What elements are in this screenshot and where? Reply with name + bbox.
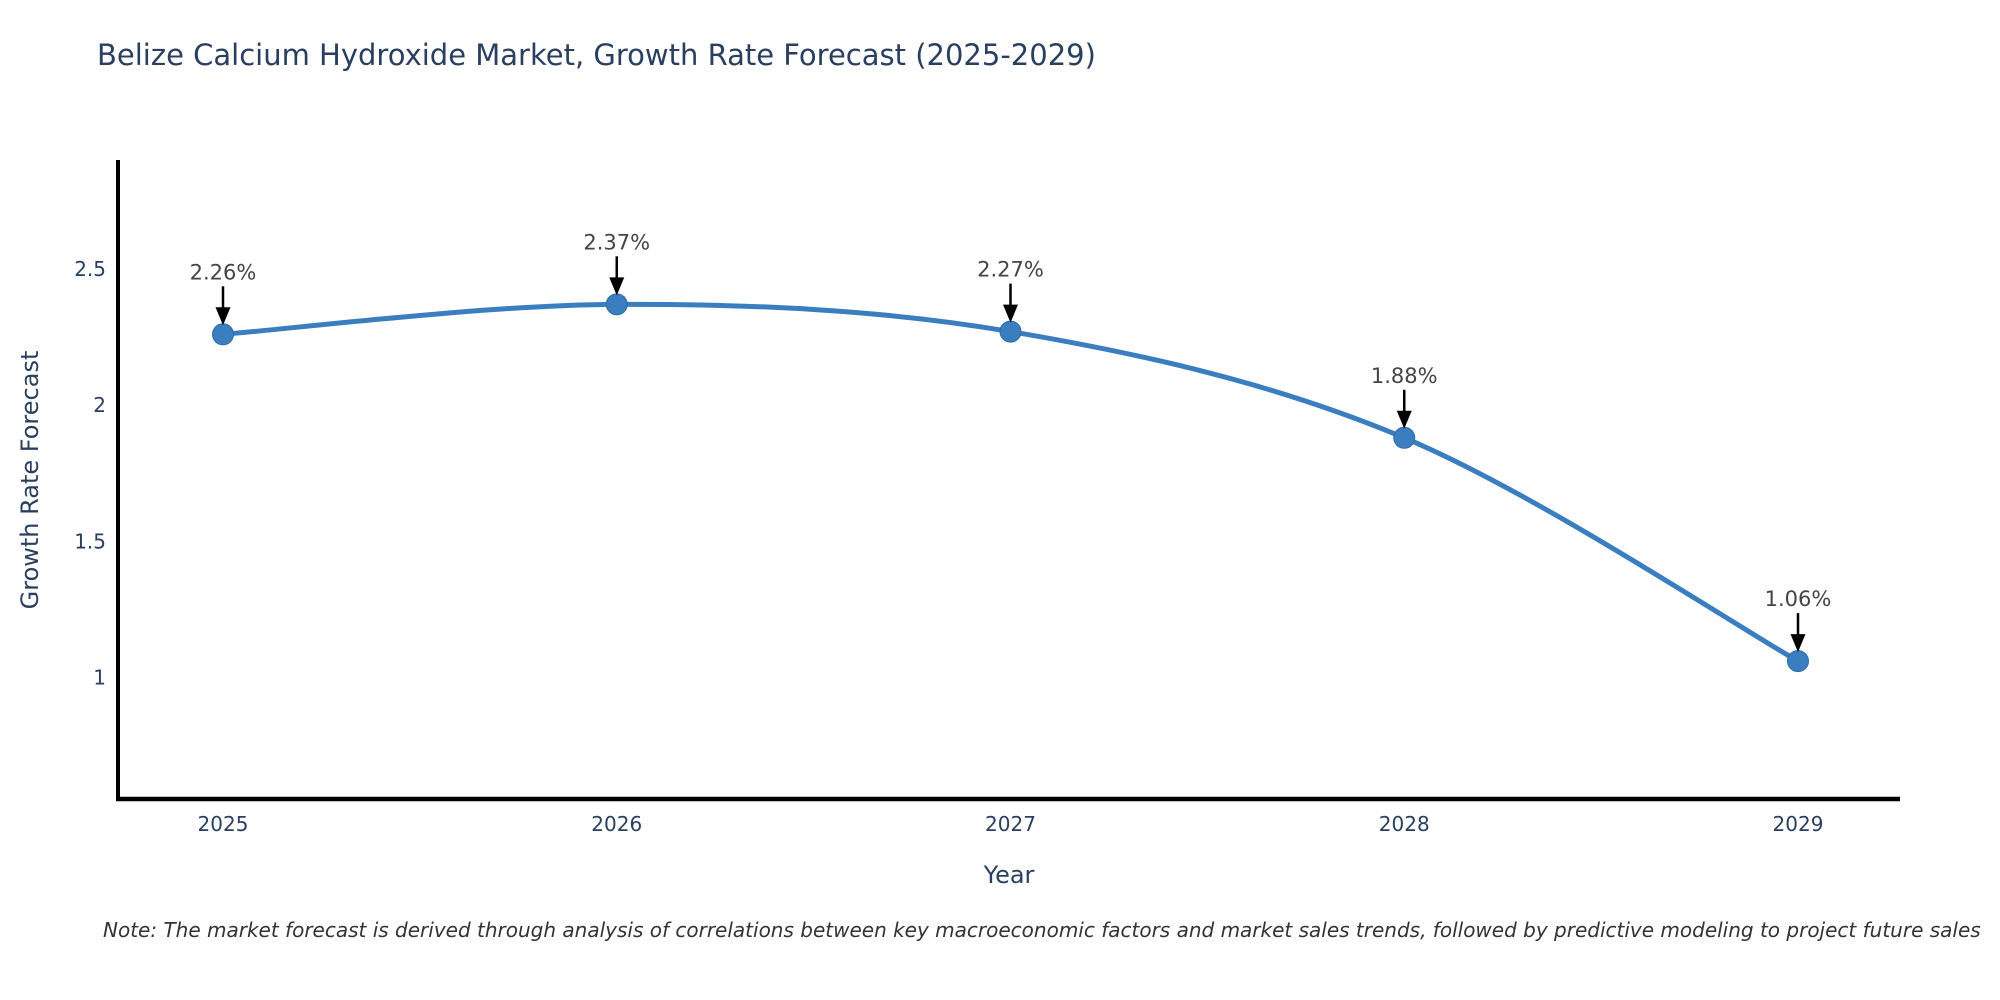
annotation-arrowhead-icon [609, 277, 625, 296]
data-point[interactable] [605, 293, 628, 316]
annotation-arrowhead-icon [1003, 304, 1018, 323]
y-tick-label: 2.5 [74, 257, 106, 281]
data-point[interactable] [1393, 426, 1416, 449]
annotation-arrowhead-icon [215, 307, 231, 326]
data-point-label: 2.27% [977, 258, 1044, 282]
x-tick-label: 2025 [198, 812, 249, 836]
x-tick-label: 2027 [985, 812, 1036, 836]
annotation-arrowhead-icon [1790, 634, 1806, 653]
annotation-arrowhead-icon [1396, 410, 1412, 429]
data-point[interactable] [999, 320, 1022, 343]
footnote: Note: The market forecast is derived thr… [103, 918, 1981, 942]
y-tick-label: 1 [93, 665, 106, 689]
chart-title: Belize Calcium Hydroxide Market, Growth … [97, 38, 1096, 72]
data-point[interactable] [1787, 650, 1809, 673]
data-point[interactable] [212, 323, 234, 346]
y-tick-label: 1.5 [74, 529, 106, 553]
data-point-label: 1.88% [1371, 364, 1438, 388]
data-point-label: 1.06% [1765, 587, 1832, 611]
trend-line [220, 301, 1801, 664]
x-tick-label: 2029 [1773, 812, 1824, 836]
data-point-label: 2.26% [190, 260, 257, 284]
x-axis-title: Year [983, 861, 1035, 889]
x-tick-label: 2028 [1379, 812, 1430, 836]
x-tick-label: 2026 [591, 812, 642, 836]
y-tick-label: 2 [93, 393, 106, 417]
data-point-label: 2.37% [583, 230, 650, 254]
y-axis-title: Growth Rate Forecast [16, 351, 44, 610]
